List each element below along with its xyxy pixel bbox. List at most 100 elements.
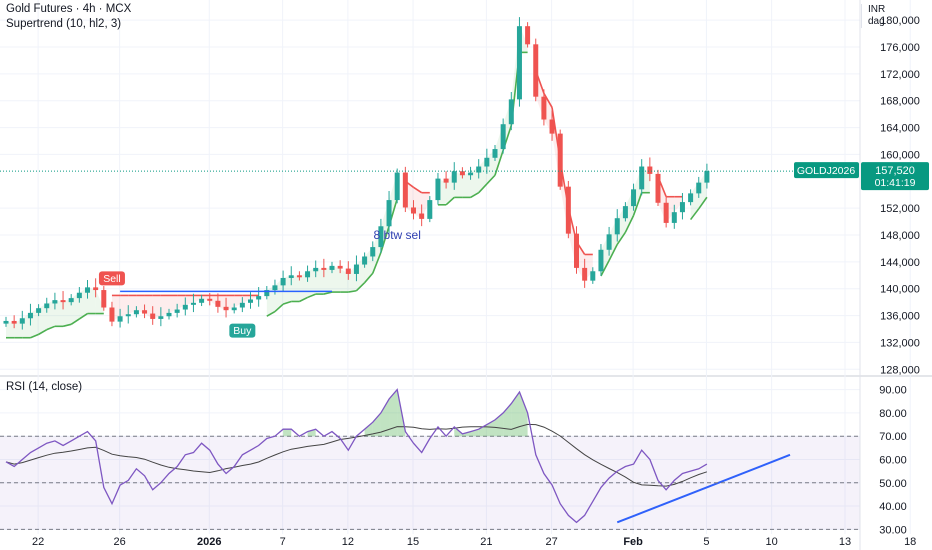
main-pane-grid (0, 0, 932, 534)
supertrend-fill (193, 295, 202, 303)
rsi-overbought-fill (380, 398, 390, 437)
supertrend-fill (54, 300, 64, 327)
supertrend-fill (95, 290, 104, 314)
supertrend-fill (185, 295, 194, 305)
supertrend-segment (78, 312, 88, 320)
candle-body (704, 171, 710, 183)
candle-body (655, 173, 661, 203)
candle-body (337, 265, 343, 269)
time-tick-label: 27 (545, 536, 557, 548)
supertrend-segment (624, 215, 635, 233)
candle-body (402, 172, 408, 208)
time-tick-label: 22 (32, 536, 44, 548)
candle-body (370, 247, 376, 257)
candle-body (199, 298, 205, 303)
price-tick-label: 168,000 (880, 96, 920, 108)
currency-label: INR (868, 4, 886, 15)
price-tick-label: 172,000 (880, 69, 920, 81)
rsi-overbought-fill (364, 422, 373, 437)
supertrend-segment (445, 196, 455, 206)
rsi-overbought-fill (519, 391, 528, 437)
supertrend-segment (274, 303, 284, 313)
candle-body (451, 171, 457, 183)
candle-body (590, 271, 596, 281)
candle-body (557, 133, 563, 187)
time-tick-label: 12 (342, 536, 354, 548)
price-tick-label: 164,000 (880, 123, 920, 135)
candle-body (671, 212, 677, 223)
candle-body (109, 307, 115, 322)
supertrend-segment (470, 192, 480, 199)
supertrend-fill (63, 298, 72, 327)
supertrend-fill (332, 265, 341, 293)
signal-badge (98, 271, 125, 286)
candle-body (598, 249, 604, 272)
rsi-pane (0, 388, 860, 530)
candle-body (11, 320, 17, 324)
supertrend-fill (120, 295, 129, 317)
supertrend-fill (323, 265, 332, 295)
candle-body (516, 26, 522, 100)
candle-body (386, 200, 392, 227)
supertrend-fill (128, 295, 137, 315)
candle-body (533, 44, 539, 97)
candle-body (622, 206, 628, 219)
time-tick-label: 2026 (197, 536, 221, 548)
candle-body (36, 308, 42, 313)
supertrend-fill (226, 295, 235, 311)
price-tick-label: 176,000 (880, 42, 920, 54)
supertrend-segment (698, 196, 708, 210)
supertrend-fill (234, 295, 243, 308)
candle-body (125, 314, 131, 317)
rsi-overbought-fill (372, 412, 381, 437)
candle-body (427, 200, 433, 219)
candle-body (272, 285, 278, 291)
price-tick-label: 180,000 (880, 15, 920, 27)
candle-body (313, 267, 319, 272)
candle-body (435, 178, 441, 201)
candle-body (500, 124, 506, 150)
supertrend-segment (70, 318, 80, 325)
ticker-label: GOLDJ2026 (797, 165, 856, 177)
candle-body (60, 300, 66, 303)
candle-body (133, 310, 139, 315)
candle-body (182, 304, 188, 310)
signal-badge (229, 323, 256, 338)
candle-body (93, 287, 99, 291)
supertrend-fill (169, 295, 178, 313)
price-tick-label: 160,000 (880, 149, 920, 161)
rsi-tick-label: 50.00 (879, 478, 907, 490)
supertrend-segment (372, 252, 382, 274)
supertrend-legend: Supertrend (10, hl2, 3) (6, 18, 122, 30)
candle-body (264, 290, 270, 297)
candle-body (256, 296, 262, 300)
time-axis: 22 26 2026 7 12 15 21 27 Feb 5 10 13 18 (32, 536, 916, 548)
price-tick-label: 144,000 (880, 257, 920, 269)
supertrend-segment (380, 226, 390, 253)
candle-body (394, 172, 400, 201)
price-badge (861, 162, 929, 191)
supertrend-segment (348, 289, 357, 293)
symbol-legend: Gold Futures · 4h · MCX (6, 3, 132, 15)
candle-body (688, 193, 694, 203)
price-tick-label: 148,000 (880, 230, 920, 242)
price-tick-label: 132,000 (880, 337, 920, 349)
supertrend-fill (315, 267, 324, 295)
time-tick-label: 10 (766, 536, 778, 548)
supertrend-fill (6, 320, 15, 338)
supertrend-segment (689, 208, 700, 221)
candle-body (101, 290, 107, 308)
candle-body (419, 213, 425, 219)
trendlines: 8 btw sel (120, 228, 791, 524)
supertrend-fill (136, 295, 145, 314)
candle-body (19, 318, 25, 324)
rsi-overbought-fill (478, 424, 487, 437)
supertrend-fill (160, 295, 169, 317)
candle-body (353, 264, 359, 274)
time-tick-label: 5 (703, 536, 709, 548)
supertrend-segment (30, 333, 39, 339)
candle-body (305, 271, 311, 278)
rsi-tick-label: 80.00 (879, 408, 907, 420)
currency-selector[interactable]: INR dag (861, 4, 928, 28)
